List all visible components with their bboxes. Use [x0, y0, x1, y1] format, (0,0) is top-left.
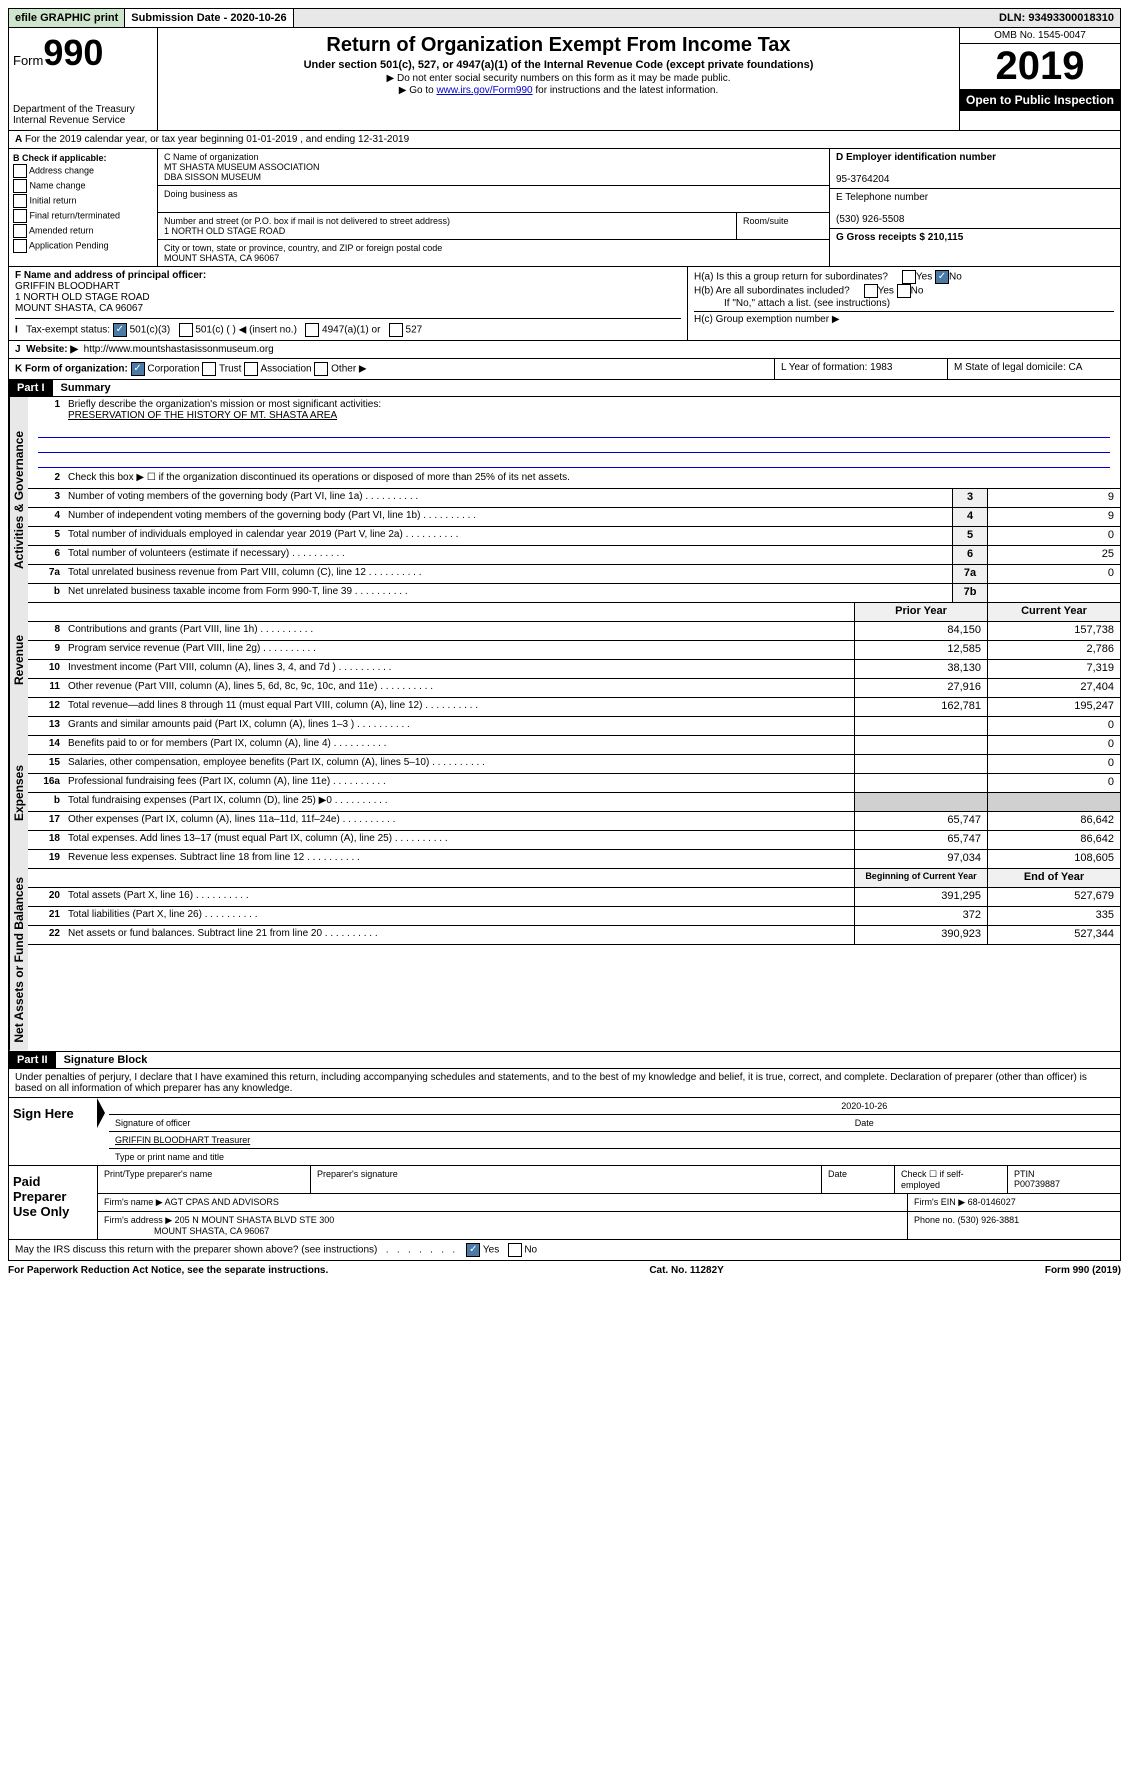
ha-no: ✓: [935, 270, 949, 284]
corp-check: ✓: [131, 362, 145, 376]
form-header: Form990 Department of the Treasury Inter…: [8, 28, 1121, 131]
info-grid: B Check if applicable: Address change Na…: [8, 149, 1121, 267]
box-b: B Check if applicable: Address change Na…: [9, 149, 158, 266]
expense-row: 16a Professional fundraising fees (Part …: [28, 774, 1120, 793]
revenue-row: 10 Investment income (Part VIII, column …: [28, 660, 1120, 679]
year-formation: L Year of formation: 1983: [775, 359, 948, 379]
form-subtitle: Under section 501(c), 527, or 4947(a)(1)…: [162, 59, 955, 71]
phone: (530) 926-5508: [836, 214, 904, 225]
tax-year: 2019: [960, 44, 1120, 89]
ptin: P00739887: [1014, 1179, 1060, 1189]
omb-number: OMB No. 1545-0047: [960, 28, 1120, 44]
sign-here-label: Sign Here: [9, 1098, 97, 1165]
gov-row: b Net unrelated business taxable income …: [28, 584, 1120, 603]
balance-row: 22 Net assets or fund balances. Subtract…: [28, 926, 1120, 945]
gov-row: 5 Total number of individuals employed i…: [28, 527, 1120, 546]
balance-row: 20 Total assets (Part X, line 16) 391,29…: [28, 888, 1120, 907]
dept-label: Department of the Treasury Internal Reve…: [13, 104, 153, 126]
note-ssn: ▶ Do not enter social security numbers o…: [162, 73, 955, 84]
irs-link[interactable]: www.irs.gov/Form990: [436, 85, 532, 96]
expenses-label: Expenses: [9, 717, 28, 869]
part2-header: Part II Signature Block: [8, 1052, 1121, 1069]
revenue-row: 9 Program service revenue (Part VIII, li…: [28, 641, 1120, 660]
org-city: MOUNT SHASTA, CA 96067: [164, 253, 823, 263]
expense-row: 14 Benefits paid to or for members (Part…: [28, 736, 1120, 755]
officer-sig-name: GRIFFIN BLOODHART Treasurer: [115, 1135, 1114, 1145]
expense-row: 19 Revenue less expenses. Subtract line …: [28, 850, 1120, 869]
expense-row: 13 Grants and similar amounts paid (Part…: [28, 717, 1120, 736]
501c3-check: ✓: [113, 323, 127, 337]
dln: DLN: 93493300018310: [993, 9, 1120, 27]
top-bar: efile GRAPHIC print Submission Date - 20…: [8, 8, 1121, 28]
org-dba: DBA SISSON MUSEUM: [164, 172, 823, 182]
efile-button[interactable]: efile GRAPHIC print: [9, 9, 125, 27]
ein: 95-3764204: [836, 174, 889, 185]
expense-row: 15 Salaries, other compensation, employe…: [28, 755, 1120, 774]
org-address: 1 NORTH OLD STAGE ROAD: [164, 226, 730, 236]
gov-row: 6 Total number of volunteers (estimate i…: [28, 546, 1120, 565]
expense-row: 17 Other expenses (Part IX, column (A), …: [28, 812, 1120, 831]
line-a: A For the 2019 calendar year, or tax yea…: [8, 131, 1121, 149]
state-domicile: M State of legal domicile: CA: [948, 359, 1120, 379]
firm-addr: 205 N MOUNT SHASTA BLVD STE 300: [175, 1215, 335, 1225]
revenue-row: 11 Other revenue (Part VIII, column (A),…: [28, 679, 1120, 698]
expenses-section: Expenses 13 Grants and similar amounts p…: [8, 717, 1121, 869]
part1-header: Part I Summary: [8, 380, 1121, 397]
firm-ein: 68-0146027: [968, 1197, 1016, 1207]
arrow-icon: [97, 1098, 105, 1128]
footer: For Paperwork Reduction Act Notice, see …: [8, 1261, 1121, 1280]
klm-row: K Form of organization: ✓ Corporation Tr…: [8, 359, 1121, 380]
expense-row: b Total fundraising expenses (Part IX, c…: [28, 793, 1120, 812]
gross-receipts: G Gross receipts $ 210,115: [836, 232, 963, 243]
balances-section: Net Assets or Fund Balances Beginning of…: [8, 869, 1121, 1052]
balances-label: Net Assets or Fund Balances: [9, 869, 28, 1051]
paid-preparer-label: Paid Preparer Use Only: [9, 1166, 98, 1239]
form-number: Form990: [13, 32, 153, 74]
discuss-row: May the IRS discuss this return with the…: [8, 1240, 1121, 1261]
revenue-section: Revenue Prior Year Current Year 8 Contri…: [8, 603, 1121, 717]
org-name: MT SHASTA MUSEUM ASSOCIATION: [164, 162, 823, 172]
right-boxes: D Employer identification number 95-3764…: [829, 149, 1120, 266]
gov-row: 3 Number of voting members of the govern…: [28, 489, 1120, 508]
firm-name: AGT CPAS AND ADVISORS: [165, 1197, 279, 1207]
mission: PRESERVATION OF THE HISTORY OF MT. SHAST…: [68, 410, 337, 421]
gov-row: 4 Number of independent voting members o…: [28, 508, 1120, 527]
note-link: ▶ Go to www.irs.gov/Form990 for instruct…: [162, 85, 955, 96]
gov-row: 7a Total unrelated business revenue from…: [28, 565, 1120, 584]
signature-block: Under penalties of perjury, I declare th…: [8, 1069, 1121, 1240]
discuss-yes: ✓: [466, 1243, 480, 1257]
sig-date: 2020-10-26: [615, 1101, 1115, 1111]
line-j: J Website: ▶ http://www.mountshastasisso…: [8, 341, 1121, 359]
open-public: Open to Public Inspection: [960, 89, 1120, 111]
submission-date: Submission Date - 2020-10-26: [125, 9, 293, 27]
box-c: C Name of organization MT SHASTA MUSEUM …: [158, 149, 829, 266]
governance-section: Activities & Governance 1 Briefly descri…: [8, 397, 1121, 603]
governance-label: Activities & Governance: [9, 397, 28, 603]
declaration: Under penalties of perjury, I declare th…: [9, 1069, 1120, 1098]
revenue-row: 8 Contributions and grants (Part VIII, l…: [28, 622, 1120, 641]
fg-row: F Name and address of principal officer:…: [8, 267, 1121, 341]
website: http://www.mountshastasissonmuseum.org: [84, 344, 274, 355]
revenue-row: 12 Total revenue—add lines 8 through 11 …: [28, 698, 1120, 717]
revenue-label: Revenue: [9, 603, 28, 717]
firm-phone: (530) 926-3881: [958, 1215, 1020, 1225]
expense-row: 18 Total expenses. Add lines 13–17 (must…: [28, 831, 1120, 850]
form-title: Return of Organization Exempt From Incom…: [162, 34, 955, 57]
officer-name: GRIFFIN BLOODHART: [15, 281, 120, 292]
balance-row: 21 Total liabilities (Part X, line 26) 3…: [28, 907, 1120, 926]
